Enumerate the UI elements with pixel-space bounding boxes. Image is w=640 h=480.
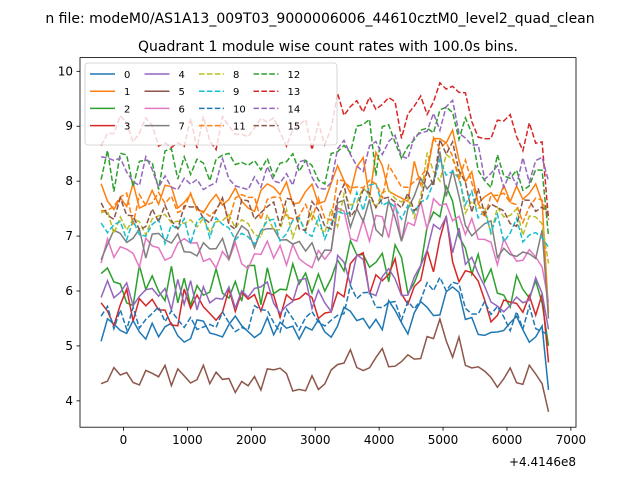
- x-tick-label: 1000: [172, 433, 203, 447]
- series-layer: [100, 81, 550, 412]
- y-tick-label: 8: [65, 174, 73, 188]
- series-line-3: [100, 215, 550, 363]
- legend-label-10: 10: [233, 104, 246, 115]
- x-tick-label: 2000: [236, 433, 267, 447]
- legend-label-12: 12: [288, 70, 301, 81]
- series-line-5: [100, 316, 550, 412]
- legend-label-3: 3: [124, 122, 130, 133]
- y-tick-label: 5: [65, 339, 73, 353]
- legend-label-14: 14: [288, 104, 301, 115]
- x-axis-offset-label: +4.4146e8: [509, 455, 576, 469]
- series-line-11: [101, 135, 550, 225]
- series-line-12: [100, 106, 550, 237]
- y-tick-label: 6: [65, 284, 73, 298]
- series-line-2: [100, 184, 550, 347]
- x-tick-label: 6000: [492, 433, 523, 447]
- legend-label-0: 0: [124, 70, 130, 81]
- chart-title: Quadrant 1 module wise count rates with …: [138, 39, 518, 55]
- series-line-0: [100, 285, 550, 390]
- legend-label-4: 4: [179, 70, 185, 81]
- y-tick-label: 7: [65, 229, 73, 243]
- series-line-15: [100, 136, 550, 232]
- y-axis-ticks: 4 5 6 7 8 9 10: [58, 64, 80, 408]
- legend-label-5: 5: [179, 87, 185, 98]
- x-axis-ticks: 0 1000 2000 3000 4000 5000 6000 7000: [120, 427, 587, 447]
- legend-label-15: 15: [288, 122, 301, 133]
- legend-label-11: 11: [233, 122, 246, 133]
- legend-label-13: 13: [288, 87, 301, 98]
- series-line-1: [100, 127, 550, 314]
- x-tick-label: 5000: [428, 433, 459, 447]
- figure-suptitle: n file: modeM0/AS1A13_009T03_9000006006_…: [45, 11, 594, 27]
- legend-label-9: 9: [233, 87, 239, 98]
- series-line-8: [100, 152, 550, 264]
- x-tick-label: 0: [120, 433, 128, 447]
- series-line-9: [100, 157, 550, 248]
- y-tick-label: 4: [65, 394, 73, 408]
- series-line-4: [100, 214, 550, 330]
- legend-label-2: 2: [124, 104, 130, 115]
- series-line-14: [100, 98, 550, 191]
- x-tick-label: 3000: [300, 433, 331, 447]
- x-tick-label: 7000: [556, 433, 587, 447]
- legend-box: [84, 62, 338, 146]
- legend-label-1: 1: [124, 87, 130, 98]
- series-line-10: [100, 275, 549, 336]
- series-line-7: [100, 151, 550, 319]
- y-tick-label: 10: [58, 64, 73, 78]
- legend-label-6: 6: [179, 104, 185, 115]
- legend-label-7: 7: [179, 122, 185, 133]
- series-line-6: [100, 197, 550, 303]
- y-tick-label: 9: [65, 119, 73, 133]
- x-tick-label: 4000: [364, 433, 395, 447]
- legend-label-8: 8: [233, 70, 239, 81]
- plot-area-frame: [79, 57, 577, 428]
